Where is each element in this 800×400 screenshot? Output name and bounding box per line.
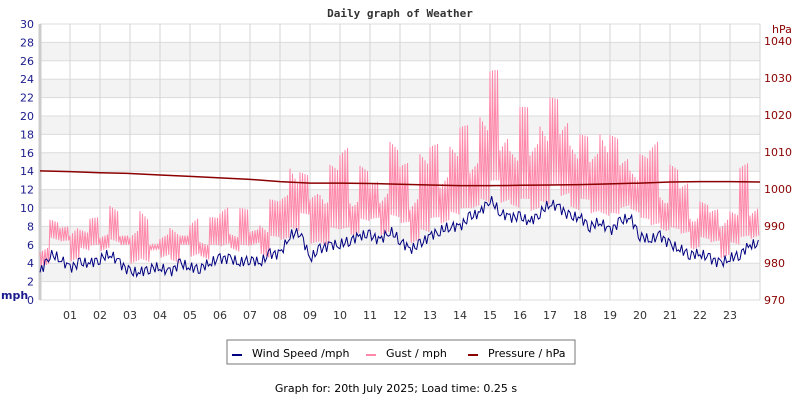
right-tick-label: 980 [764, 257, 785, 270]
x-tick-label: 17 [543, 309, 557, 322]
x-tick-label: 22 [693, 309, 707, 322]
right-tick-label: 970 [764, 294, 785, 307]
pressure-line [39, 170, 761, 187]
footer-text: Graph for: 20th July 2025; Load time: 0.… [275, 382, 518, 395]
x-tick-label: 13 [423, 309, 437, 322]
x-tick-label: 03 [123, 309, 137, 322]
left-tick-label: 0 [27, 294, 34, 307]
gust-line [39, 70, 760, 268]
x-tick-label: 23 [723, 309, 737, 322]
x-tick-label: 08 [273, 309, 287, 322]
left-tick-label: 2 [27, 276, 34, 289]
x-tick-label: 12 [393, 309, 407, 322]
right-tick-label: 1010 [764, 146, 792, 159]
left-tick-label: 16 [20, 147, 34, 160]
x-tick-label: 05 [183, 309, 197, 322]
chart-title: Daily graph of Weather [327, 7, 473, 20]
x-tick-label: 21 [663, 309, 677, 322]
x-tick-label: 06 [213, 309, 227, 322]
right-tick-label: 990 [764, 220, 785, 233]
x-tick-label: 11 [363, 309, 377, 322]
x-tick-label: 16 [513, 309, 527, 322]
right-tick-label: 1040 [764, 35, 792, 48]
left-tick-label: 26 [20, 55, 34, 68]
left-tick-label: 18 [20, 128, 34, 141]
x-tick-label: 04 [153, 309, 167, 322]
left-axis-label: mph [1, 289, 28, 302]
wind-speed-line [39, 196, 759, 279]
left-tick-label: 24 [20, 73, 34, 86]
legend-label: Wind Speed /mph [252, 347, 350, 360]
left-tick-label: 28 [20, 36, 34, 49]
x-tick-label: 01 [63, 309, 77, 322]
x-tick-label: 19 [603, 309, 617, 322]
legend-label: Gust / mph [386, 347, 447, 360]
left-tick-label: 4 [27, 257, 34, 270]
x-tick-label: 18 [573, 309, 587, 322]
x-tick-label: 15 [483, 309, 497, 322]
x-tick-label: 10 [333, 309, 347, 322]
right-axis-label: hPa [772, 23, 792, 36]
x-tick-label: 07 [243, 309, 257, 322]
legend-box [226, 339, 576, 365]
left-tick-label: 14 [20, 165, 34, 178]
x-tick-label: 14 [453, 309, 467, 322]
left-tick-label: 22 [20, 92, 34, 105]
x-tick-label: 20 [633, 309, 647, 322]
left-tick-label: 12 [20, 184, 34, 197]
left-tick-label: 8 [27, 220, 34, 233]
right-tick-label: 1030 [764, 72, 792, 85]
left-tick-label: 20 [20, 110, 34, 123]
x-tick-label: 09 [303, 309, 317, 322]
x-tick-label: 02 [93, 309, 107, 322]
left-tick-label: 6 [27, 239, 34, 252]
right-tick-label: 1000 [764, 183, 792, 196]
legend-label: Pressure / hPa [488, 347, 566, 360]
left-tick-label: 10 [20, 202, 34, 215]
right-tick-label: 1020 [764, 109, 792, 122]
left-tick-label: 30 [20, 18, 34, 31]
